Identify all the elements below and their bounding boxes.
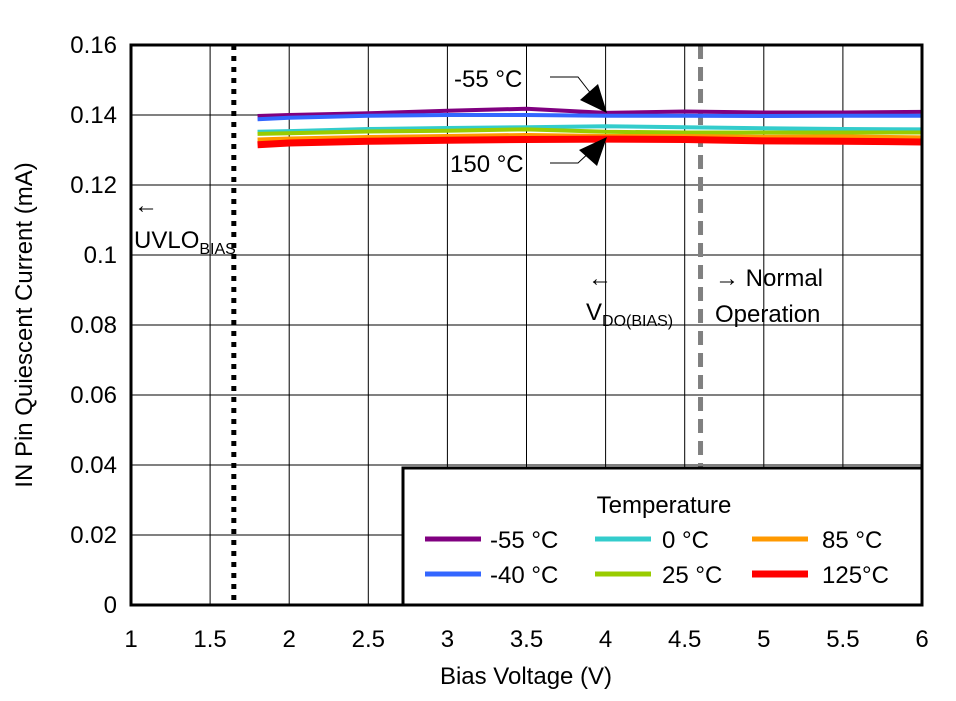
legend-box xyxy=(401,466,924,607)
y-tick-label: 0.14 xyxy=(70,102,117,129)
series-line-2 xyxy=(257,124,923,134)
x-axis-label: Bias Voltage (V) xyxy=(440,663,612,690)
x-tick-label: 3 xyxy=(441,626,454,653)
vdo-subscript: DO(BIAS) xyxy=(602,313,673,330)
x-tick-label: 5 xyxy=(757,626,770,653)
arrowhead-icon xyxy=(579,137,607,166)
x-tick-label: 2 xyxy=(283,626,296,653)
series-line-4 xyxy=(257,132,923,142)
annotation-normal-operation: → Normal Operation xyxy=(715,265,823,328)
y-tick-label: 0.12 xyxy=(70,172,117,199)
y-tick-label: 0.08 xyxy=(70,312,117,339)
x-tick-label: 6 xyxy=(915,626,928,653)
annotation-minus55-leader xyxy=(550,76,593,96)
legend-label: 85 °C xyxy=(822,527,882,554)
arrowhead-icon xyxy=(580,84,607,113)
legend-label: -55 °C xyxy=(490,527,558,554)
series-line-1 xyxy=(257,113,922,122)
vdo-main: V xyxy=(586,299,602,326)
x-tick-labels: 1 1.5 2 2.5 3 3.5 4 4.5 5 5.5 6 xyxy=(124,626,928,653)
normal-line1: → Normal xyxy=(715,265,823,292)
y-tick-label: 0.1 xyxy=(84,242,117,269)
annotation-150-text: 150 °C xyxy=(450,151,524,178)
y-tick-label: 0.16 xyxy=(70,32,117,59)
y-tick-label: 0.06 xyxy=(70,382,117,409)
uvlo-label: UVLOBIAS xyxy=(134,227,236,258)
y-tick-label: 0 xyxy=(104,592,117,619)
y-tick-label: 0.04 xyxy=(70,452,117,479)
legend-title: Temperature xyxy=(597,492,732,519)
annotation-uvlo: ← UVLOBIAS xyxy=(134,192,236,258)
legend-label: -40 °C xyxy=(490,562,558,589)
series-line-0 xyxy=(257,106,923,119)
left-arrow-icon: ← xyxy=(588,265,612,292)
x-tick-label: 3.5 xyxy=(510,626,543,653)
x-tick-label: 2.5 xyxy=(352,626,385,653)
legend-items: -55 °C -40 °C 0 °C 25 °C 85 °C 125°C xyxy=(425,527,889,589)
legend-label: 0 °C xyxy=(662,527,709,554)
y-tick-labels: 0 0.02 0.04 0.06 0.08 0.1 0.12 0.14 0.16 xyxy=(70,32,117,619)
series-line-5 xyxy=(257,135,923,149)
x-tick-label: 1 xyxy=(124,626,137,653)
y-tick-label: 0.02 xyxy=(70,522,117,549)
series-lines xyxy=(257,106,923,149)
legend: Temperature -55 °C -40 °C 0 °C 25 °C 85 °C 12… xyxy=(401,466,924,607)
x-tick-label: 4 xyxy=(599,626,612,653)
y-axis-label: IN Pin Quiescent Current (mA) xyxy=(11,162,38,487)
vdo-label: VDO(BIAS) xyxy=(586,299,673,330)
uvlo-main: UVLO xyxy=(134,227,199,254)
uvlo-subscript: BIAS xyxy=(199,241,235,258)
legend-label: 25 °C xyxy=(662,562,722,589)
left-arrow-icon: ← xyxy=(134,192,158,219)
annotation-minus55-text: -55 °C xyxy=(454,66,522,93)
annotation-150: 150 °C xyxy=(450,137,607,178)
legend-label: 125°C xyxy=(822,562,889,589)
x-tick-label: 1.5 xyxy=(193,626,226,653)
normal-line2: Operation xyxy=(715,301,820,328)
x-tick-label: 4.5 xyxy=(668,626,701,653)
annotation-vdo: ← VDO(BIAS) xyxy=(586,265,673,330)
x-tick-label: 5.5 xyxy=(826,626,859,653)
series-line-3 xyxy=(257,127,922,136)
annotation-minus55: -55 °C xyxy=(454,66,607,113)
